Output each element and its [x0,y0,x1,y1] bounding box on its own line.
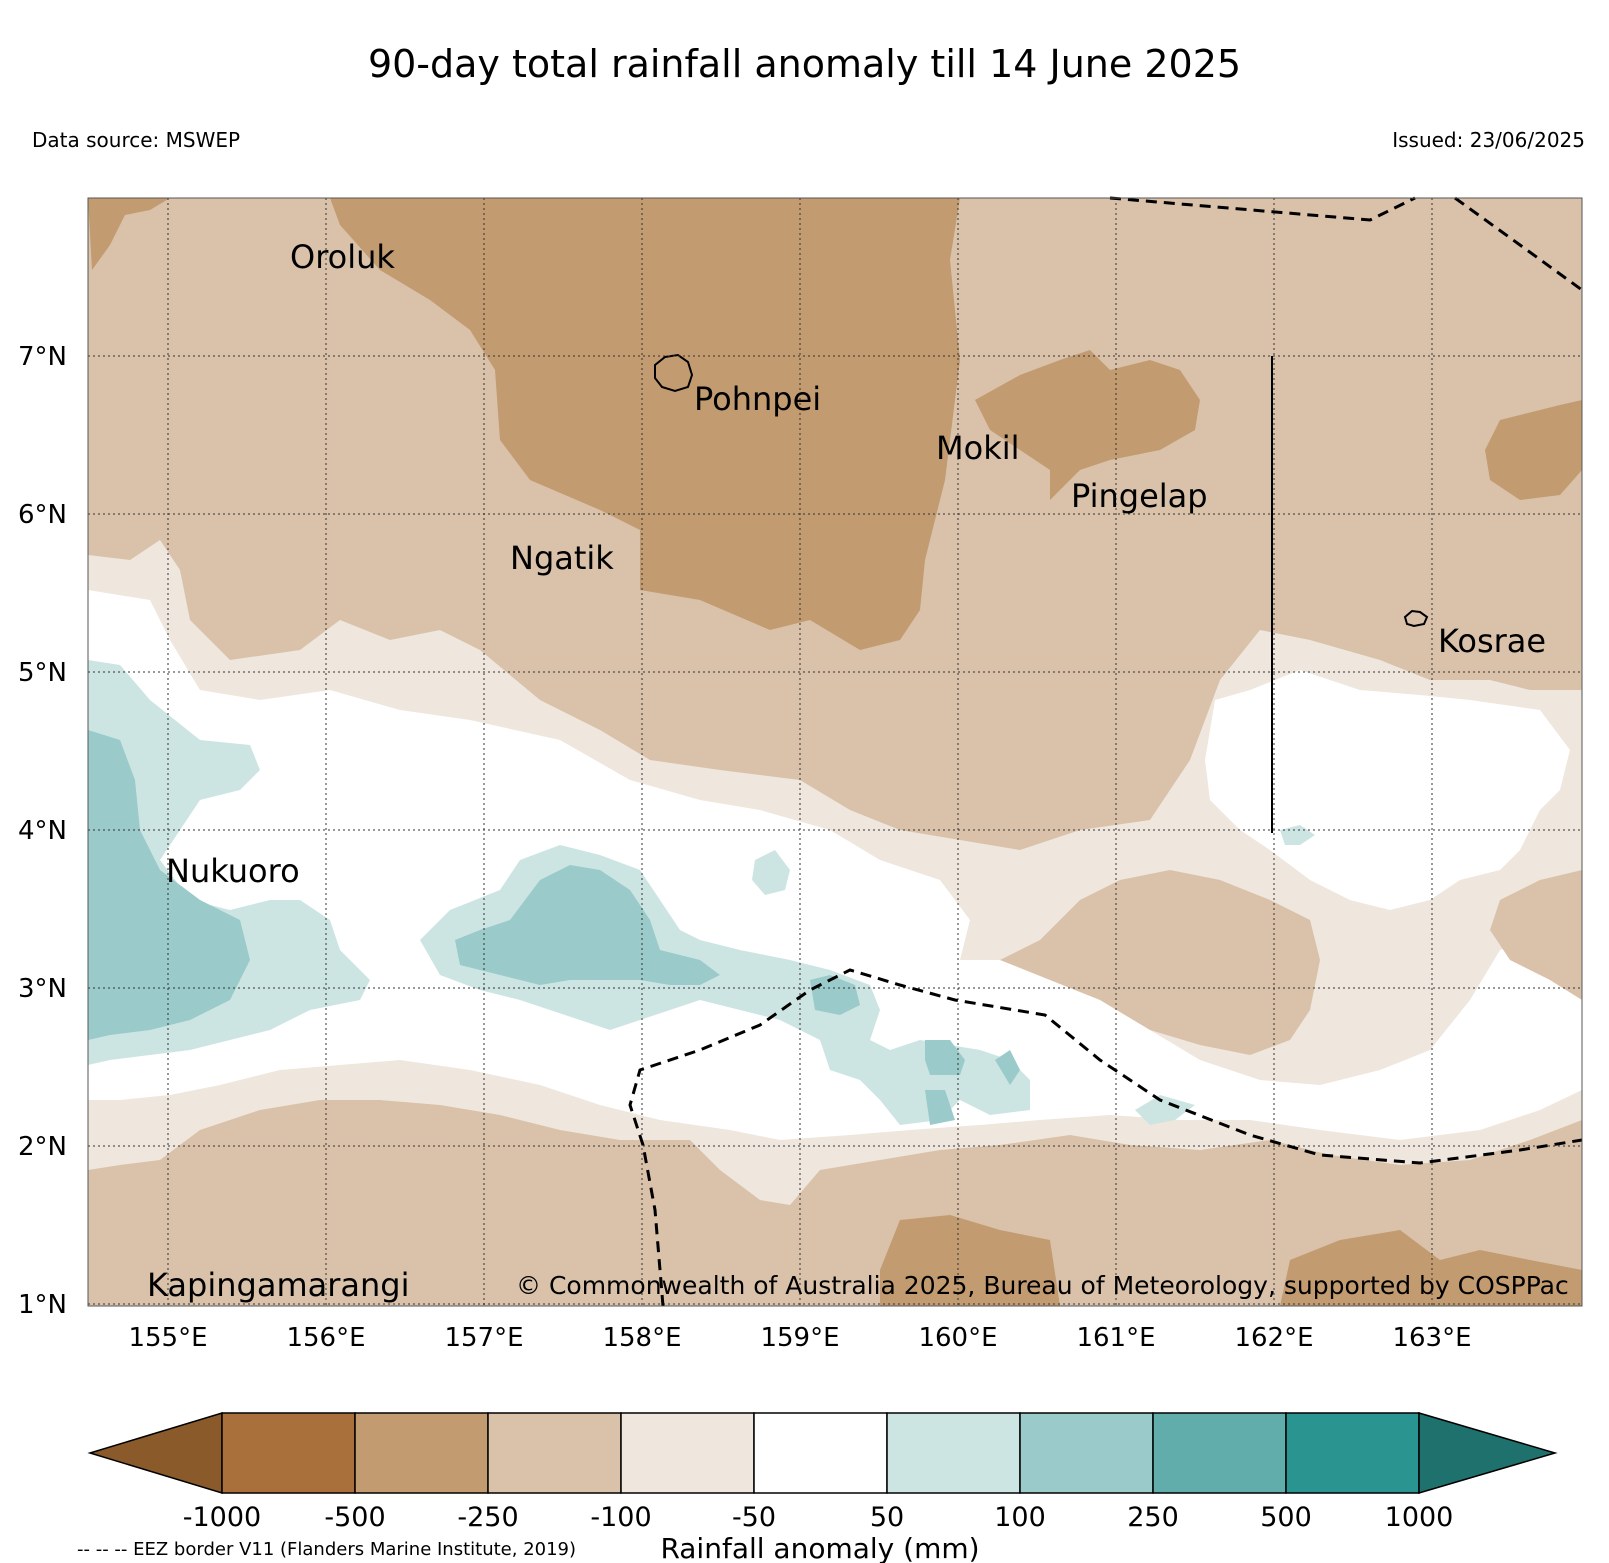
colorbar-bin-250-500 [1152,1412,1287,1494]
lon-label-158e: 158°E [602,1323,681,1353]
place-label-kosrae: Kosrae [1438,622,1546,660]
lon-label-156e: 156°E [286,1323,365,1353]
anomaly-field [88,198,1582,1306]
colorbar-tick-50: 50 [870,1502,904,1533]
lat-label-1n: 1°N [18,1290,67,1320]
colorbar-bin-500-1000 [1285,1412,1420,1494]
lat-label-5n: 5°N [18,658,67,688]
colorbar-tick-500: 500 [1260,1502,1312,1533]
eez-border-note: -- -- -- EEZ border V11 (Flanders Marine… [77,1539,576,1560]
eez-border [628,196,1583,1307]
lat-label-7n: 7°N [18,342,67,372]
lat-label-4n: 4°N [18,816,67,846]
lat-label-6n: 6°N [18,500,67,530]
place-label-mokil: Mokil [936,429,1020,467]
map-title: 90-day total rainfall anomaly till 14 Ju… [367,42,1242,86]
place-label-pingelap: Pingelap [1071,477,1208,515]
colorbar-tick-neg100: -100 [590,1502,651,1533]
colorbar-tick-neg50: -50 [732,1502,776,1533]
band-neg500-neg250-central [975,350,1200,500]
band-neg250-neg100-south-east [1000,870,1320,1055]
colorbar-bin-50-100 [886,1412,1021,1494]
colorbar-tick-neg500: -500 [324,1502,385,1533]
band-neg500-neg250-north [88,198,960,650]
band-neg500-neg250-south [880,1215,1582,1306]
colorbar-bin-neg250-neg100 [487,1412,622,1494]
pohnpei-coastline [654,353,694,393]
lon-label-157e: 157°E [444,1323,523,1353]
map-frame [87,197,1583,1307]
lon-label-155e: 155°E [128,1323,207,1353]
band-neg50-50-east [1205,670,1570,910]
kosrae-coastline [1403,609,1429,628]
band-neg250-neg100-far-east [1490,870,1582,1000]
lon-label-161e: 161°E [1076,1323,1155,1353]
lon-label-159e: 159°E [760,1323,839,1353]
colorbar-bin-neg100-neg50 [620,1412,755,1494]
colorbar [87,1411,1558,1495]
lon-label-160e: 160°E [918,1323,997,1353]
issued-date-label: Issued: 23/06/2025 [1392,128,1585,152]
colorbar-label: Rainfall anomaly (mm) [660,1532,979,1563]
colorbar-tick-100: 100 [994,1502,1046,1533]
band-neg500-neg250-east [1485,400,1582,500]
lat-label-2n: 2°N [18,1132,67,1162]
colorbar-extend-low [87,1411,223,1495]
colorbar-bin-100-250 [1019,1412,1154,1494]
colorbar-extend-high [1418,1411,1558,1495]
colorbar-bin-neg1000-neg500 [221,1412,356,1494]
lat-label-3n: 3°N [18,974,67,1004]
colorbar-tick-neg250: -250 [457,1502,518,1533]
band-neg50-50 [88,590,1582,1140]
colorbar-tick-250: 250 [1127,1502,1179,1533]
copyright-notice: © Commonwealth of Australia 2025, Bureau… [516,1271,1569,1300]
place-label-nukuoro: Nukuoro [166,852,300,890]
data-source-label: Data source: MSWEP [32,128,241,152]
gridlines [88,198,1582,1306]
lon-label-162e: 162°E [1234,1323,1313,1353]
colorbar-bin-neg50-50 [753,1412,888,1494]
lon-label-163e: 163°E [1392,1323,1471,1353]
colorbar-tick-neg1000: -1000 [183,1502,261,1533]
place-label-kapingamarangi: Kapingamarangi [147,1266,409,1304]
band-100-250-south [810,975,1020,1125]
place-label-ngatik: Ngatik [510,539,614,577]
place-label-oroluk: Oroluk [290,238,395,276]
band-100-250-central [455,865,720,985]
colorbar-bin-neg500-neg250 [354,1412,489,1494]
band-100-250-west [88,730,250,1040]
colorbar-tick-1000: 1000 [1385,1502,1454,1533]
place-label-pohnpei: Pohnpei [694,380,821,418]
